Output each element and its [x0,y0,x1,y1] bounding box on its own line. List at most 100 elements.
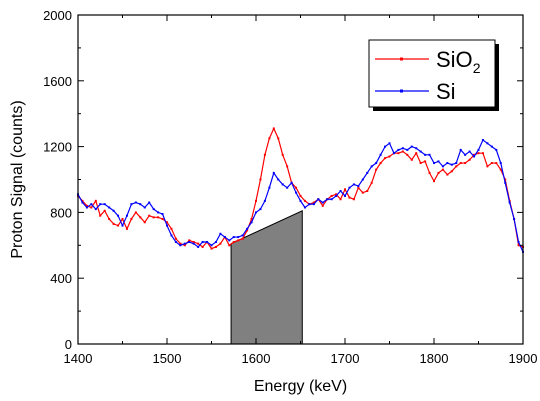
legend-marker-sio2 [400,57,403,61]
data-point-sio2 [259,178,262,181]
data-point-si [508,201,511,204]
data-point-sio2 [303,199,306,202]
data-point-si [228,239,231,242]
data-point-sio2 [406,153,409,156]
data-point-sio2 [499,168,502,171]
data-point-sio2 [455,165,458,168]
data-point-si [348,186,351,189]
data-point-sio2 [295,186,298,189]
data-point-si [277,178,280,181]
data-point-sio2 [201,245,204,248]
data-point-si [90,203,93,206]
data-point-si [428,153,431,156]
y-tick-label: 0 [65,337,72,352]
data-point-si [455,162,458,165]
data-point-sio2 [192,241,195,244]
data-point-si [330,198,333,201]
data-point-sio2 [419,162,422,165]
data-point-si [392,152,395,155]
data-point-sio2 [486,165,489,168]
data-point-sio2 [237,239,240,242]
data-point-si [326,198,329,201]
data-point-sio2 [477,152,480,155]
data-point-sio2 [272,127,275,130]
data-point-si [259,208,262,211]
data-point-si [419,150,422,153]
data-point-sio2 [401,150,404,153]
data-point-si [339,190,342,193]
data-point-sio2 [210,247,213,250]
data-point-si [446,162,449,165]
series-sio2 [77,127,524,250]
data-point-si [335,194,338,197]
data-point-sio2 [379,162,382,165]
data-point-si [308,203,311,206]
data-point-sio2 [286,165,289,168]
data-point-sio2 [410,158,413,161]
data-point-sio2 [219,242,222,245]
data-point-si [286,186,289,189]
data-point-si [477,148,480,151]
y-tick-label: 400 [50,271,72,286]
data-point-sio2 [384,157,387,160]
data-point-si [241,234,244,237]
data-point-sio2 [152,216,155,219]
data-point-si [415,147,418,150]
data-point-si [183,242,186,245]
data-point-si [255,211,257,214]
data-point-si [206,241,209,244]
data-point-sio2 [121,217,124,220]
legend-label-subscript: 2 [473,60,481,76]
data-point-sio2 [344,188,346,191]
data-point-si [174,241,177,244]
data-point-si [464,153,467,156]
data-point-si [366,171,369,174]
data-point-sio2 [112,222,115,225]
legend-label-si: Si [436,79,456,104]
data-point-si [303,206,306,209]
data-point-sio2 [424,160,427,163]
data-point-si [401,147,404,150]
data-point-sio2 [246,229,249,232]
data-point-sio2 [81,199,84,202]
data-point-sio2 [103,209,106,212]
data-point-si [397,148,400,151]
data-point-sio2 [281,153,284,156]
data-point-si [361,178,364,181]
y-tick-label: 800 [50,205,72,220]
shaded-region [230,209,303,345]
data-point-si [152,208,155,211]
data-point-sio2 [348,196,351,199]
data-point-si [357,185,360,188]
data-point-sio2 [277,137,280,140]
data-point-sio2 [130,217,133,220]
data-point-si [139,203,142,206]
data-point-sio2 [321,204,324,207]
data-point-si [219,232,222,235]
data-point-si [504,181,507,184]
data-point-si [188,241,191,244]
data-point-sio2 [90,206,93,209]
data-point-sio2 [370,181,373,184]
data-point-si [94,208,97,211]
data-point-si [344,194,346,197]
data-point-sio2 [188,239,191,242]
data-point-sio2 [299,194,302,197]
data-point-si [468,150,471,153]
data-point-si [117,214,120,217]
data-point-si [237,236,240,239]
data-point-sio2 [157,216,160,219]
data-point-si [495,148,498,151]
data-point-sio2 [214,245,217,248]
data-point-si [281,183,284,186]
data-point-si [250,221,253,224]
data-point-sio2 [232,241,235,244]
x-tick-label: 1600 [242,351,271,366]
data-point-si [481,139,484,142]
data-point-sio2 [174,237,177,240]
data-point-si [406,148,409,151]
data-point-si [433,162,435,165]
x-tick-label: 1500 [153,351,182,366]
data-point-sio2 [250,217,253,220]
data-point-sio2 [330,194,333,197]
